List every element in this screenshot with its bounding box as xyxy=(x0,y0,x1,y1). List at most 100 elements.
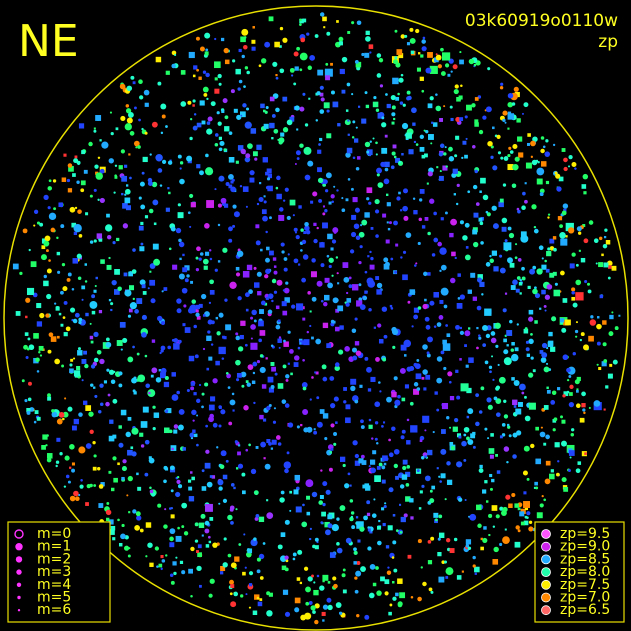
star xyxy=(358,260,362,265)
star xyxy=(171,447,174,451)
star xyxy=(78,446,86,454)
star xyxy=(314,371,317,374)
star xyxy=(437,551,442,557)
star xyxy=(128,308,133,313)
star xyxy=(342,463,346,468)
star xyxy=(409,27,414,32)
star xyxy=(292,552,297,557)
star xyxy=(588,220,594,225)
star xyxy=(303,231,307,235)
star xyxy=(365,485,371,491)
star xyxy=(148,391,151,395)
star xyxy=(198,257,202,261)
star xyxy=(465,364,469,368)
star xyxy=(571,291,575,295)
star xyxy=(439,269,442,273)
star xyxy=(235,359,241,366)
star xyxy=(415,143,419,146)
star xyxy=(527,133,531,137)
star xyxy=(456,183,460,187)
legend-label: zp=8.5 xyxy=(560,551,610,567)
star xyxy=(302,317,306,321)
star xyxy=(95,115,102,121)
star xyxy=(479,190,482,193)
star xyxy=(304,221,309,227)
star xyxy=(320,263,325,268)
star xyxy=(126,494,129,497)
star xyxy=(415,373,422,380)
star xyxy=(275,324,281,330)
star xyxy=(152,199,159,206)
star xyxy=(91,294,96,299)
star xyxy=(566,367,571,373)
star xyxy=(118,425,122,429)
star xyxy=(71,222,77,228)
star xyxy=(521,205,526,210)
star xyxy=(224,59,230,65)
star xyxy=(319,137,323,142)
star xyxy=(169,465,175,471)
star xyxy=(204,382,209,387)
star xyxy=(320,521,324,524)
star xyxy=(524,182,527,185)
star xyxy=(602,342,607,347)
star xyxy=(108,369,115,375)
star xyxy=(549,272,555,278)
star xyxy=(343,387,347,391)
star xyxy=(543,366,550,373)
star xyxy=(72,258,79,264)
star xyxy=(368,424,373,429)
star xyxy=(402,103,406,107)
star xyxy=(56,251,61,256)
star xyxy=(556,186,562,192)
direction-label: NE xyxy=(18,16,79,67)
star xyxy=(513,405,517,408)
star xyxy=(326,133,332,139)
star xyxy=(328,257,334,263)
star xyxy=(401,397,406,402)
star xyxy=(593,238,599,243)
star xyxy=(304,123,309,127)
star xyxy=(321,611,326,616)
star xyxy=(491,205,497,211)
star xyxy=(127,356,134,363)
star xyxy=(532,369,536,373)
star xyxy=(540,148,545,154)
star xyxy=(192,104,195,107)
star xyxy=(556,472,560,477)
star xyxy=(569,392,573,396)
star xyxy=(547,341,554,348)
star xyxy=(539,192,544,197)
star xyxy=(519,278,522,282)
star xyxy=(99,383,104,388)
star xyxy=(320,469,323,472)
star xyxy=(400,516,406,523)
star xyxy=(388,221,393,225)
star xyxy=(217,73,222,79)
star xyxy=(521,112,524,115)
star xyxy=(208,416,214,423)
star xyxy=(89,322,92,325)
star xyxy=(289,509,292,512)
star xyxy=(71,425,77,431)
star xyxy=(424,429,427,432)
star xyxy=(374,437,378,441)
star xyxy=(351,328,357,334)
star xyxy=(468,357,474,363)
star xyxy=(310,200,314,204)
star xyxy=(78,123,85,129)
star xyxy=(352,120,356,124)
star xyxy=(173,343,180,350)
star xyxy=(252,610,258,616)
star xyxy=(566,378,570,382)
star xyxy=(603,262,609,268)
star xyxy=(179,257,182,261)
star xyxy=(170,489,174,493)
star xyxy=(282,127,289,133)
star xyxy=(567,227,575,234)
star xyxy=(190,595,193,598)
star xyxy=(58,312,62,316)
star xyxy=(301,239,307,245)
star xyxy=(85,312,89,317)
star xyxy=(565,235,568,238)
